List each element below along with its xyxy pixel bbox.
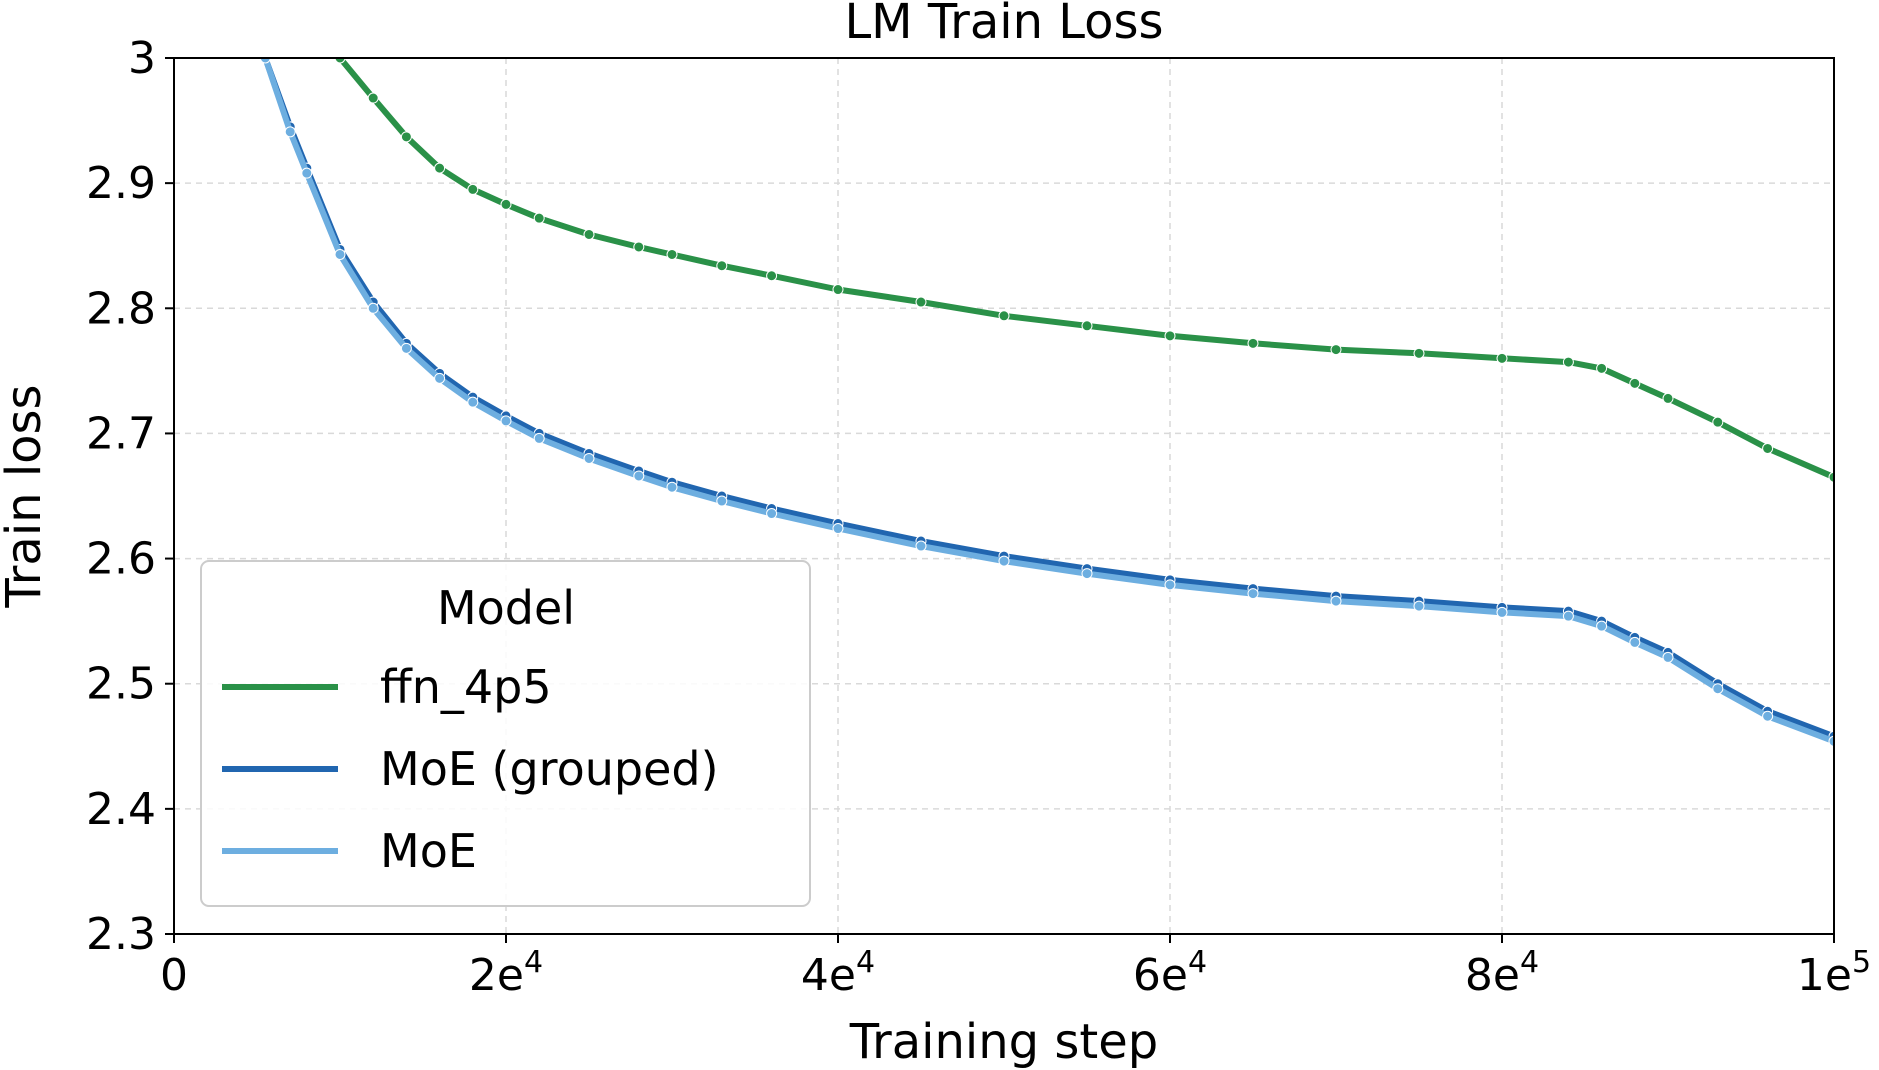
data-point-ffn-4p5 xyxy=(1828,471,1834,483)
data-point-ffn-4p5 xyxy=(1413,347,1425,359)
data-point-ffn-4p5 xyxy=(1164,330,1176,342)
data-point-moe xyxy=(334,248,346,260)
data-point-moe xyxy=(766,508,778,520)
data-point-moe xyxy=(1496,606,1508,618)
data-point-moe xyxy=(467,396,479,408)
data-point-ffn-4p5 xyxy=(1596,362,1608,374)
data-point-moe xyxy=(998,555,1010,567)
y-tick-label: 2.5 xyxy=(86,659,156,710)
data-point-ffn-4p5 xyxy=(766,270,778,282)
data-point-moe xyxy=(1247,588,1259,600)
data-point-ffn-4p5 xyxy=(832,284,844,296)
data-point-ffn-4p5 xyxy=(500,198,512,210)
legend-box xyxy=(200,560,811,907)
data-point-ffn-4p5 xyxy=(1662,392,1674,404)
data-point-ffn-4p5 xyxy=(716,260,728,272)
x-tick-label: 8e4 xyxy=(1465,945,1539,1001)
y-axis-label: Train loss xyxy=(0,384,52,608)
data-point-ffn-4p5 xyxy=(915,296,927,308)
data-point-moe xyxy=(1596,620,1608,632)
plot-area xyxy=(259,58,1834,747)
y-tick-label: 2.8 xyxy=(86,283,156,334)
data-point-ffn-4p5 xyxy=(1247,337,1259,349)
data-point-ffn-4p5 xyxy=(1629,377,1641,389)
x-tick-label: 6e4 xyxy=(1133,945,1207,1001)
data-point-moe xyxy=(1712,683,1724,695)
axis-ticks: 0 2e4 4e4 6e4 8e4 1e5 2.3 2.4 2.5 2.6 2.7 2.8 2.9 3 xyxy=(86,33,1871,1001)
data-point-ffn-4p5 xyxy=(583,228,595,240)
y-tick-label: 3 xyxy=(128,33,156,84)
legend-title: Model xyxy=(437,581,575,635)
data-point-moe xyxy=(1330,595,1342,607)
legend-entry-moe: MoE xyxy=(222,824,477,878)
y-tick-label: 2.4 xyxy=(86,784,156,835)
data-point-ffn-4p5 xyxy=(533,212,545,224)
y-tick-label: 2.3 xyxy=(86,909,156,960)
legend-entry-ffn-4p5: ffn_4p5 xyxy=(222,660,552,714)
data-point-moe xyxy=(434,372,446,384)
data-point-ffn-4p5 xyxy=(1762,442,1774,454)
series-moe xyxy=(259,58,1834,747)
y-tick-label: 2.9 xyxy=(86,158,156,209)
data-point-moe xyxy=(533,432,545,444)
data-point-moe xyxy=(1629,636,1641,648)
data-point-moe xyxy=(716,495,728,507)
data-point-moe xyxy=(284,126,296,138)
data-point-moe xyxy=(1164,579,1176,591)
data-point-ffn-4p5 xyxy=(434,162,446,174)
data-point-ffn-4p5 xyxy=(467,183,479,195)
legend-entry-moe-grouped: MoE (grouped) xyxy=(222,742,719,796)
data-point-moe xyxy=(500,415,512,427)
data-point-moe xyxy=(832,523,844,535)
y-tick-label: 2.6 xyxy=(86,534,156,585)
x-tick-label: 1e5 xyxy=(1797,945,1871,1001)
legend-label: ffn_4p5 xyxy=(380,660,552,714)
data-point-moe xyxy=(400,342,412,354)
data-point-moe xyxy=(1662,651,1674,663)
data-point-moe xyxy=(633,470,645,482)
data-point-moe xyxy=(1413,600,1425,612)
data-point-ffn-4p5 xyxy=(400,131,412,143)
data-point-moe xyxy=(1081,568,1093,580)
data-point-moe xyxy=(666,481,678,493)
data-point-ffn-4p5 xyxy=(666,248,678,260)
data-point-ffn-4p5 xyxy=(1330,344,1342,356)
data-point-ffn-4p5 xyxy=(998,310,1010,322)
chart-title: LM Train Loss xyxy=(844,0,1163,50)
plot-frame xyxy=(173,57,1835,935)
series-line-ffn-4p5 xyxy=(337,58,1834,481)
data-point-ffn-4p5 xyxy=(334,58,346,64)
data-point-ffn-4p5 xyxy=(367,92,379,104)
legend-label: MoE (grouped) xyxy=(380,742,719,796)
data-point-ffn-4p5 xyxy=(1562,356,1574,368)
x-tick-label: 2e4 xyxy=(469,945,543,1001)
data-point-moe xyxy=(259,58,271,64)
data-point-moe xyxy=(583,452,595,464)
y-tick-label: 2.7 xyxy=(86,408,156,459)
data-point-ffn-4p5 xyxy=(633,241,645,253)
series-ffn-4p5 xyxy=(334,58,1834,483)
data-point-moe xyxy=(1762,710,1774,722)
x-axis-label: Training step xyxy=(849,1014,1158,1070)
data-point-ffn-4p5 xyxy=(1081,320,1093,332)
data-point-moe xyxy=(915,540,927,552)
data-point-moe xyxy=(1828,735,1834,747)
legend: Model ffn_4p5 MoE (grouped) MoE xyxy=(200,560,811,907)
data-point-ffn-4p5 xyxy=(1712,416,1724,428)
legend-label: MoE xyxy=(380,824,477,878)
x-tick-label: 0 xyxy=(160,950,188,1001)
data-point-moe xyxy=(367,302,379,314)
x-tick-label: 4e4 xyxy=(801,945,875,1001)
data-point-moe xyxy=(301,167,313,179)
data-point-ffn-4p5 xyxy=(1496,352,1508,364)
data-point-moe xyxy=(1562,610,1574,622)
